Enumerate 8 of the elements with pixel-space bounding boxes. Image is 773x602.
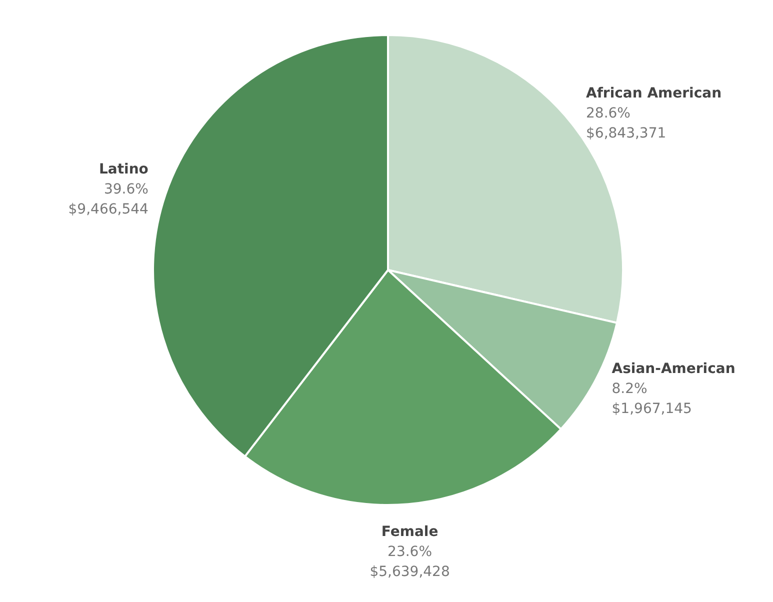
data-label: 28.6% $6,843,371: [586, 106, 666, 142]
data-label: 39.6% $9,466,544: [68, 182, 149, 218]
slice-label: African American: [586, 86, 722, 102]
data-label: 23.6% $5,639,428: [370, 544, 450, 580]
slice-label: Female: [381, 524, 438, 540]
slice-label: Asian-American: [612, 361, 736, 378]
slice-label: Latino: [98, 162, 149, 178]
data-label: 8.2% $1,967,145: [612, 381, 692, 418]
